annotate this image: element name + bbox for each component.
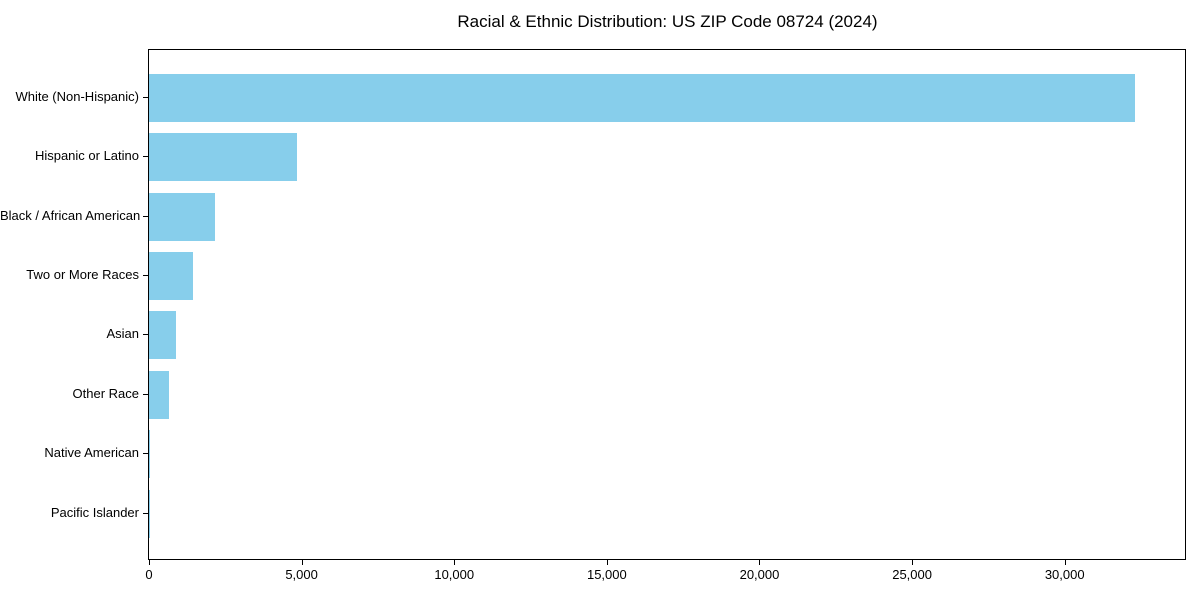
bar-other-race: [149, 370, 170, 419]
y-tick-mark: [143, 97, 148, 98]
y-tick-mark: [143, 453, 148, 455]
bar-native-american: [149, 430, 150, 479]
bar-white-non-hispanic: [149, 74, 1135, 122]
x-tick-mark: [759, 560, 761, 565]
x-tick-label-10-000: 10,000: [434, 567, 475, 582]
y-tick-mark: [143, 275, 148, 277]
y-tick-label-hispanic-or-latino: Hispanic or Latino: [34, 148, 139, 164]
y-tick-label-two-or-more-races: Two or More Races: [26, 267, 139, 283]
y-tick-mark: [143, 215, 148, 217]
bar-asian: [149, 311, 177, 360]
x-tick-mark: [912, 560, 914, 565]
x-tick-label-25-000: 25,000: [892, 567, 932, 582]
x-tick-mark: [454, 560, 456, 565]
chart-title: Racial & Ethnic Distribution: US ZIP Cod…: [457, 12, 878, 31]
x-tick-label-30-000: 30,000: [1044, 567, 1085, 582]
x-tick-mark: [301, 560, 303, 565]
y-tick-mark: [143, 156, 148, 158]
x-tick-label-20-000: 20,000: [739, 567, 780, 582]
y-tick-label-white-non-hispanic: White (Non-Hispanic): [15, 89, 139, 104]
x-tick-label-5-000: 5,000: [285, 567, 318, 582]
plot-area: [148, 49, 1186, 560]
y-tick-label-pacific-islander: Pacific Islander: [50, 504, 139, 520]
x-tick-label-15-000: 15,000: [586, 567, 627, 582]
bar-black-african-american: [149, 192, 216, 241]
x-tick-mark: [1064, 560, 1066, 565]
y-tick-label-native-american: Native American: [44, 445, 139, 461]
x-tick-mark: [606, 560, 608, 565]
bar-hispanic-or-latino: [149, 133, 298, 182]
y-tick-label-asian: Asian: [106, 326, 139, 342]
y-tick-label-other-race: Other Race: [72, 385, 139, 401]
y-tick-mark: [143, 393, 148, 395]
bar-two-or-more-races: [149, 252, 194, 301]
x-tick-label-0: 0: [145, 567, 153, 582]
y-tick-label-black-african-american: Black / African American: [0, 207, 141, 223]
x-tick-mark: [149, 560, 150, 565]
y-tick-mark: [143, 512, 148, 514]
y-tick-mark: [143, 334, 148, 336]
